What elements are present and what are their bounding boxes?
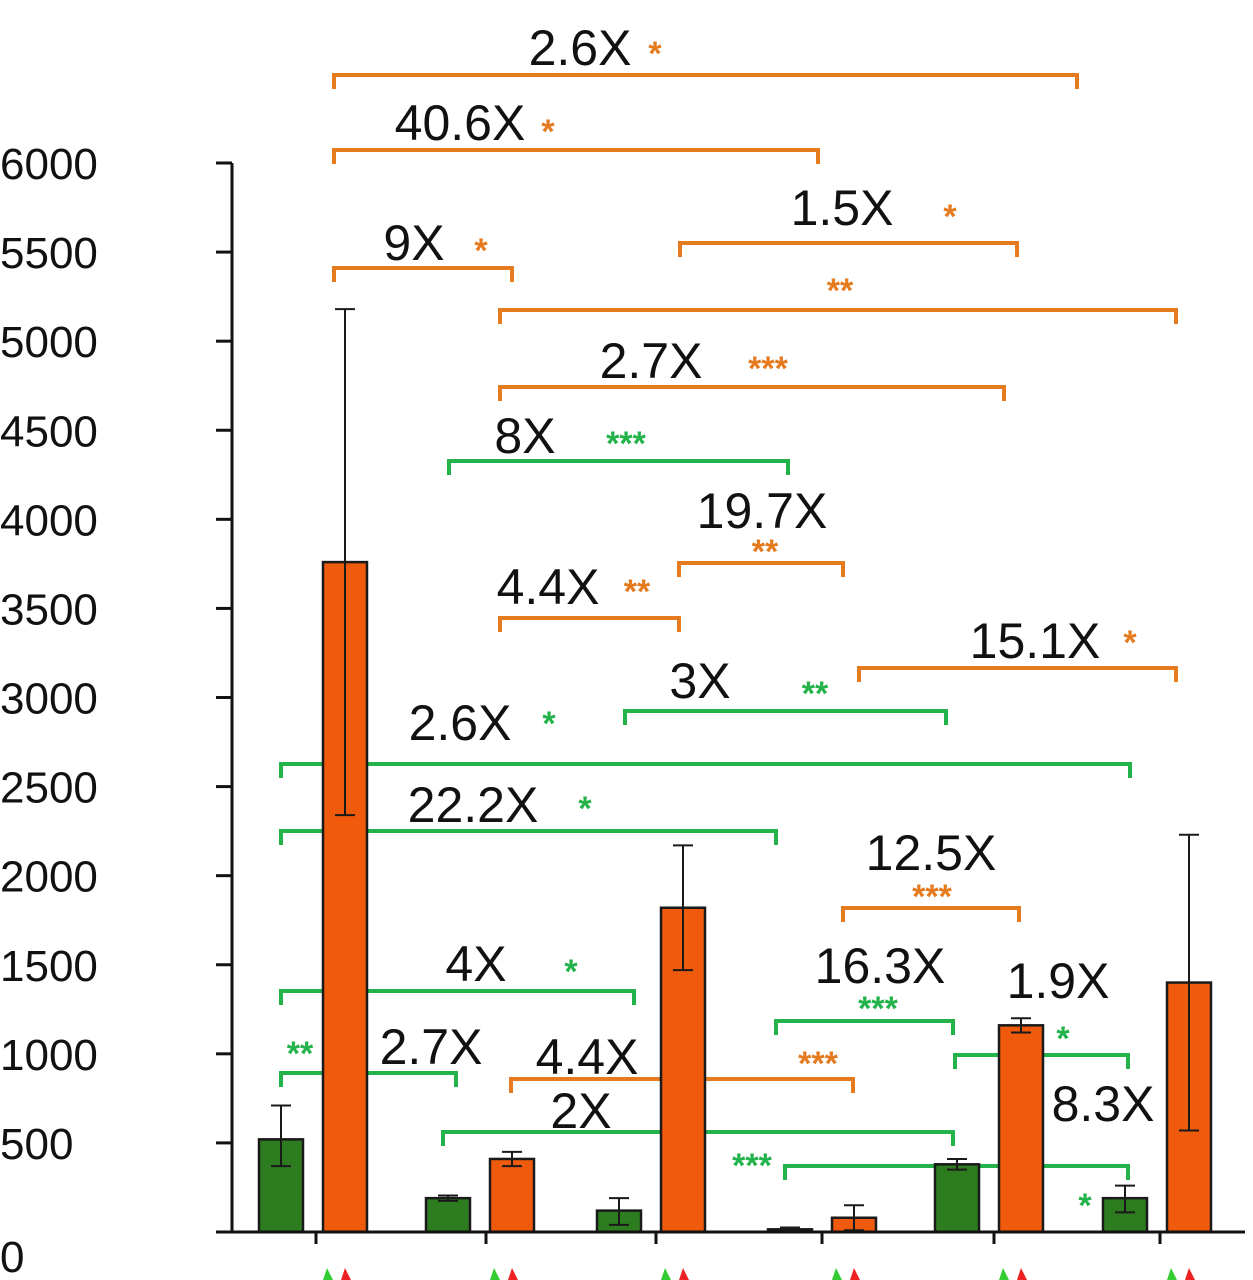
comparison-bracket <box>841 906 1021 922</box>
fold-change-label: 40.6X <box>395 95 526 151</box>
significance-stars: *** <box>798 1045 838 1083</box>
significance-stars: * <box>474 232 488 270</box>
significance-stars: * <box>1078 1187 1092 1225</box>
y-tick-label: 4000 <box>0 496 98 545</box>
y-tick-label: 5000 <box>0 318 98 367</box>
comparison-bracket <box>279 829 778 845</box>
comparison-bracket <box>332 266 514 282</box>
fold-change-label: 1.5X <box>791 180 894 236</box>
fold-change-label: 1.9X <box>1007 953 1110 1009</box>
significance-stars: * <box>943 198 957 236</box>
significance-stars: *** <box>732 1147 772 1185</box>
fold-change-label: 3X <box>669 653 730 709</box>
fold-change-label: 4.4X <box>497 559 600 615</box>
fold-change-label: 8.3X <box>1052 1076 1155 1132</box>
comparison-bracket <box>498 616 681 632</box>
significance-stars: * <box>1123 624 1137 662</box>
comparison-bracket <box>279 1071 458 1087</box>
fold-change-label: 2.6X <box>529 20 632 76</box>
y-tick-label: 500 <box>0 1120 73 1169</box>
bar <box>488 1157 536 1234</box>
axis-marker-red <box>850 1268 860 1280</box>
axis-marker-green <box>323 1268 333 1280</box>
x-axis-markers <box>323 1268 1195 1280</box>
y-tick-label: 5500 <box>0 229 98 278</box>
axis-marker-green <box>1167 1268 1177 1280</box>
axis-marker-green <box>832 1268 842 1280</box>
fold-change-label: 2.6X <box>409 695 512 751</box>
axis-marker-green <box>490 1268 500 1280</box>
fold-change-label: 2.7X <box>600 333 703 389</box>
bar <box>424 1196 472 1234</box>
axis-marker-red <box>341 1268 351 1280</box>
comparison-bracket <box>623 709 948 725</box>
y-tick-label: 1000 <box>0 1031 98 1080</box>
significance-stars: *** <box>748 350 788 388</box>
axis-marker-red <box>508 1268 518 1280</box>
comparison-brackets: 2.6X *40.6X *1.5X *9X ***2.7X ***8X ***19.7X**… <box>279 20 1178 1225</box>
axes: 0 500 1000 1500 2000 2500 3000 3500 4000 4500 5000… <box>0 140 1245 1280</box>
axis-marker-green <box>661 1268 671 1280</box>
fold-change-label: 22.2X <box>408 777 539 833</box>
fold-change-label: 9X <box>383 215 444 271</box>
fold-change-label: 19.7X <box>697 483 828 539</box>
comparison-bracket <box>279 762 1132 778</box>
axis-marker-red <box>1017 1268 1027 1280</box>
fold-change-label: 16.3X <box>815 938 946 994</box>
y-tick-label: 2000 <box>0 853 98 902</box>
y-tick-label: 3000 <box>0 675 98 724</box>
bar <box>997 1024 1045 1234</box>
significance-stars: *** <box>606 425 646 463</box>
significance-stars: ** <box>624 573 651 611</box>
axis-marker-green <box>999 1268 1009 1280</box>
significance-stars: * <box>541 113 555 151</box>
significance-stars: ** <box>827 272 854 310</box>
significance-stars: * <box>564 953 578 991</box>
axis-marker-red <box>1185 1268 1195 1280</box>
fold-change-label: 8X <box>494 408 555 464</box>
comparison-bracket <box>498 385 1006 401</box>
comparison-bracket <box>332 148 820 164</box>
significance-stars: * <box>578 790 592 828</box>
fold-change-label: 12.5X <box>866 825 997 881</box>
fold-change-label: 4.4X <box>536 1029 639 1085</box>
bar <box>933 1163 981 1234</box>
significance-stars: ** <box>802 675 829 713</box>
fold-change-label: 2.7X <box>380 1019 483 1075</box>
y-tick-label: 3500 <box>0 585 98 634</box>
significance-stars: *** <box>912 878 952 916</box>
fold-change-label: 4X <box>445 936 506 992</box>
comparison-bracket <box>678 241 1019 257</box>
fold-change-label: 2X <box>550 1083 611 1139</box>
comparison-bracket <box>857 666 1178 682</box>
y-tick-label: 1500 <box>0 942 98 991</box>
y-tick-label: 0 <box>0 1233 24 1280</box>
significance-stars: ** <box>752 533 779 571</box>
comparison-bracket <box>279 989 636 1005</box>
significance-stars: * <box>1056 1020 1070 1058</box>
comparison-bracket <box>447 459 790 475</box>
comparison-bracket <box>498 308 1178 324</box>
comparison-bracket <box>774 1019 955 1035</box>
y-tick-label: 2500 <box>0 764 98 813</box>
fold-change-label: 15.1X <box>970 613 1101 669</box>
axis-marker-red <box>679 1268 689 1280</box>
comparison-bracket <box>332 73 1079 89</box>
significance-stars: * <box>648 35 662 73</box>
y-tick-label: 4500 <box>0 407 98 456</box>
significance-stars: *** <box>858 990 898 1028</box>
y-tick-label: 6000 <box>0 140 98 189</box>
significance-stars: ** <box>287 1035 314 1073</box>
comparison-bracket <box>677 561 845 577</box>
significance-stars: * <box>542 705 556 743</box>
